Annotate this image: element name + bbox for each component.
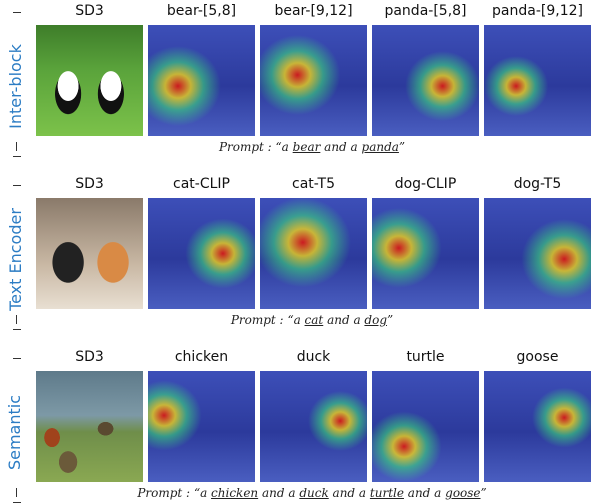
- caption-text: ”: [480, 486, 487, 500]
- tick: [16, 315, 17, 324]
- column-header: panda-[9,12]: [492, 3, 583, 19]
- column-header: bear-[9,12]: [274, 3, 353, 19]
- image: [372, 371, 479, 482]
- caption-text: goose: [445, 486, 481, 500]
- caption-prompt: Prompt :: [230, 313, 284, 327]
- column-header: dog-CLIP: [394, 176, 457, 192]
- caption-text: duck: [299, 486, 329, 500]
- image: [484, 25, 591, 136]
- column-header: SD3: [75, 3, 104, 19]
- caption-text: bear: [292, 140, 321, 154]
- column-header: duck: [296, 349, 331, 365]
- row-label: Text Encoder: [0, 183, 30, 335]
- image: [36, 25, 143, 136]
- image: [260, 25, 367, 136]
- caption: Prompt : “a chicken and a duck and a tur…: [30, 486, 594, 500]
- caption-text: and a: [403, 486, 446, 500]
- tick: [16, 142, 17, 151]
- caption-text: ”: [398, 140, 406, 154]
- image: [484, 371, 591, 482]
- image: [36, 371, 143, 482]
- caption-text: turtle: [369, 486, 404, 500]
- caption-text: and a: [320, 140, 362, 154]
- caption-text: “a: [275, 140, 293, 154]
- caption-text: and a: [323, 313, 365, 327]
- caption-text: and a: [328, 486, 370, 500]
- image: [148, 198, 255, 309]
- caption-prompt: Prompt :: [218, 140, 272, 154]
- caption-prompt: Prompt :: [137, 486, 191, 500]
- column-header: dog-T5: [513, 176, 562, 192]
- caption: Prompt : “a cat and a dog”: [30, 313, 594, 327]
- caption-text: cat: [304, 313, 324, 327]
- image: [484, 198, 591, 309]
- image: [372, 198, 479, 309]
- column-header: cat-CLIP: [173, 176, 230, 192]
- column-header: cat-T5: [292, 176, 335, 192]
- caption-text: dog: [364, 313, 388, 327]
- image: [148, 25, 255, 136]
- caption-text: ”: [387, 313, 394, 327]
- image: [372, 25, 479, 136]
- row-label: Inter-block: [0, 10, 30, 162]
- caption-text: “a: [193, 486, 212, 500]
- image: [260, 198, 367, 309]
- caption-text: and a: [258, 486, 300, 500]
- row-label-text: Semantic: [5, 394, 25, 470]
- image: [36, 198, 143, 309]
- column-header: bear-[5,8]: [166, 3, 237, 19]
- column-header: goose: [516, 349, 559, 365]
- caption-text: “a: [287, 313, 305, 327]
- caption-text: panda: [361, 140, 399, 154]
- row-label-text: Text Encoder: [5, 207, 25, 311]
- tick: [13, 329, 21, 330]
- tick: [13, 185, 21, 186]
- image: [148, 371, 255, 482]
- column-header: turtle: [406, 349, 445, 365]
- row-label: Semantic: [0, 356, 30, 504]
- column-header: panda-[5,8]: [384, 3, 467, 19]
- row-label-text: Inter-block: [5, 43, 25, 129]
- tick: [13, 502, 21, 503]
- column-header: chicken: [174, 349, 229, 365]
- tick: [16, 488, 17, 497]
- caption: Prompt : “a bear and a panda”: [30, 140, 594, 154]
- tick: [13, 358, 21, 359]
- image: [260, 371, 367, 482]
- tick: [13, 12, 21, 13]
- caption-text: chicken: [211, 486, 259, 500]
- column-header: SD3: [75, 176, 104, 192]
- tick: [13, 156, 21, 157]
- column-header: SD3: [75, 349, 104, 365]
